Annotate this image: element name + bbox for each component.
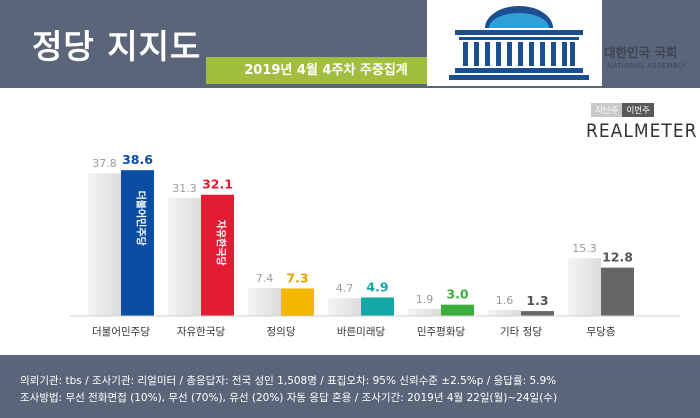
x-tick-label: 기타 정당 <box>500 326 542 338</box>
x-tick-label: 자유한국당 <box>177 326 226 338</box>
data-label-prev-week: 1.6 <box>496 294 514 307</box>
x-tick-label: 무당층 <box>587 326 616 338</box>
header-banner: 정당 지지도 2019년 4월 4주차 주중집계 대한민국 국회 NATIONA… <box>0 0 700 88</box>
assembly-name: 대한민국 국회 <box>604 45 678 60</box>
assembly-logo <box>427 0 602 86</box>
bar-this-week <box>521 311 554 316</box>
x-tick-label: 바른미래당 <box>337 326 386 338</box>
data-label-this-week: 38.6 <box>122 152 153 167</box>
bar-this-week <box>121 170 154 316</box>
bar-prev-week <box>408 308 441 316</box>
data-label-this-week: 32.1 <box>202 177 233 192</box>
data-label-prev-week: 1.9 <box>416 293 434 306</box>
assembly-english-name: NATIONAL ASSEMBLY <box>607 62 686 70</box>
bar-party-logo-text: 자유한국당 <box>215 220 228 267</box>
x-tick-label: 더불어민주당 <box>92 326 150 338</box>
bar-prev-week <box>168 197 201 316</box>
data-label-prev-week: 31.3 <box>172 182 197 195</box>
data-label-prev-week: 15.3 <box>572 242 597 255</box>
data-label-prev-week: 37.8 <box>92 157 117 170</box>
bar-this-week <box>201 194 234 316</box>
legend-this-week: 이번주 <box>622 103 654 117</box>
data-label-this-week: 7.3 <box>286 270 308 285</box>
data-label-this-week: 4.9 <box>366 279 388 294</box>
bar-this-week <box>441 304 474 316</box>
page-title: 정당 지지도 <box>32 27 202 66</box>
bar-prev-week <box>328 298 361 316</box>
data-label-this-week: 1.3 <box>526 293 548 308</box>
survey-info-footer: 의뢰기관: tbs / 조사기관: 리얼미터 / 총응답자: 전국 성인 1,5… <box>0 355 700 418</box>
survey-info-line-1: 의뢰기관: tbs / 조사기관: 리얼미터 / 총응답자: 전국 성인 1,5… <box>20 375 557 387</box>
data-label-this-week: 12.8 <box>602 250 633 265</box>
x-tick-label: 민주평화당 <box>417 326 466 338</box>
realmeter-logo: REALMETER <box>586 120 698 142</box>
bar-this-week <box>281 288 314 316</box>
survey-info-line-2: 조사방법: 무선 전화면접 (10%), 무선 (70%), 유선 (20%) … <box>20 392 558 404</box>
assembly-building-icon <box>449 6 589 80</box>
bar-prev-week <box>88 173 121 316</box>
bar-party-logo-text: 더불어민주당 <box>135 191 148 247</box>
data-label-prev-week: 7.4 <box>256 272 274 285</box>
x-tick-label: 정의당 <box>267 326 296 338</box>
bar-this-week <box>361 297 394 316</box>
bar-prev-week <box>248 288 281 316</box>
bar-prev-week <box>568 258 601 316</box>
data-label-this-week: 3.0 <box>446 287 468 302</box>
week-label-badge: 2019년 4월 4주차 주중집계 <box>206 57 446 84</box>
data-label-prev-week: 4.7 <box>336 282 354 295</box>
bar-this-week <box>601 267 634 316</box>
chart-legend: 지난주 이번주 <box>591 103 654 117</box>
bar-prev-week <box>488 309 521 316</box>
legend-prev-week: 지난주 <box>591 103 623 117</box>
